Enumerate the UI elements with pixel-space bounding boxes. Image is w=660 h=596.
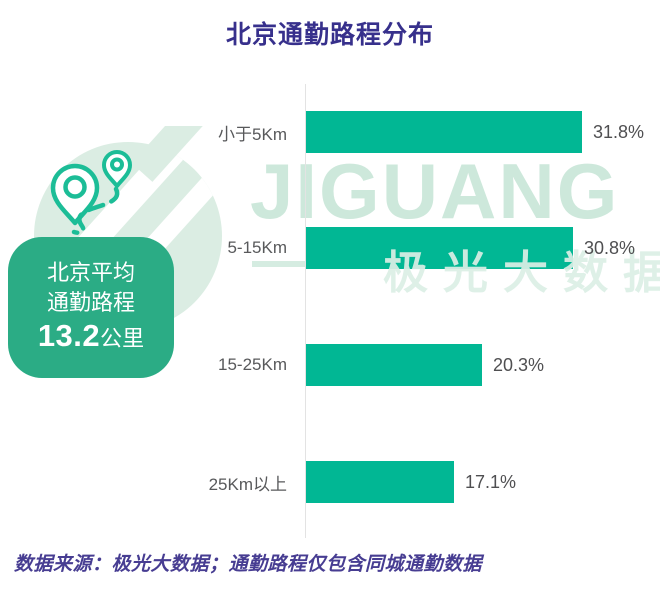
value-label: 17.1% (465, 471, 517, 492)
bar-over25km (306, 461, 454, 503)
category-label: 小于5Km (218, 124, 287, 144)
distance-unit: 公里 (100, 326, 145, 351)
watermark-jiguang-text: JIGUANG (250, 147, 620, 235)
bar-row-15-25km: 15-25Km 20.3% (0, 344, 660, 386)
watermark-underline (252, 261, 306, 267)
value-label: 30.8% (584, 237, 636, 258)
bar-row-5-15km: 5-15Km 30.8% (0, 227, 660, 269)
value-label: 31.8% (593, 121, 645, 142)
bar-5-15km (306, 227, 573, 269)
category-label: 5-15Km (227, 238, 287, 257)
route-path-icon (71, 186, 120, 235)
category-label: 15-25Km (218, 355, 287, 374)
bar-row-over25km: 25Km以上 17.1% (0, 461, 660, 503)
callout-value-line: 13.2公里 (38, 318, 144, 357)
watermark-cn-text: 极光大数据 (383, 247, 660, 298)
bar-under5km (306, 111, 582, 153)
callout-line2: 通勤路程 (46, 290, 135, 315)
average-commute-callout: 北京平均 通勤路程 13.2公里 (8, 237, 174, 378)
average-distance-value: 13.2 (37, 318, 101, 353)
callout-line1: 北京平均 (46, 260, 135, 285)
bar-row-under5km: 小于5Km 31.8% (0, 111, 660, 153)
data-source-note: 数据来源：极光大数据；通勤路程仅包含同城通勤数据 (14, 554, 483, 575)
location-pins-icon (50, 150, 132, 235)
category-label: 25Km以上 (208, 474, 287, 494)
bar-15-25km (306, 344, 482, 386)
value-label: 20.3% (493, 354, 545, 375)
y-axis-line (305, 84, 306, 538)
page-title: 北京通勤路程分布 (225, 21, 434, 49)
